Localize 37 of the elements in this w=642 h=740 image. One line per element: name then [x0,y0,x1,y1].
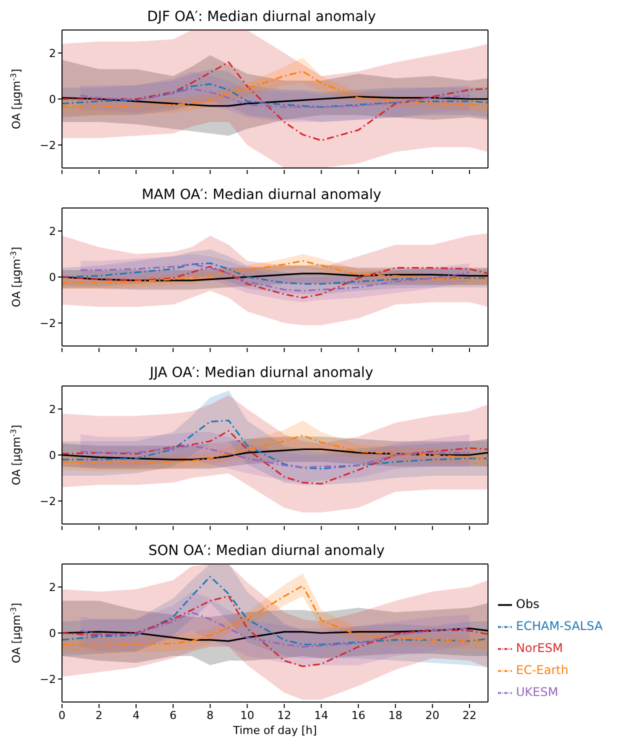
x-tick-label: 10 [240,709,254,722]
y-tick-label: −2 [40,316,56,330]
y-tick-label: −2 [40,138,56,152]
y-tick-label: 0 [49,448,56,462]
y-tick-label: 0 [49,92,56,106]
x-tick-label: 18 [388,709,402,722]
y-tick-label: 0 [49,270,56,284]
y-tick-label: −2 [40,494,56,508]
x-tick-label: 16 [351,709,366,722]
x-tick-label: 2 [96,709,103,722]
x-tick-label: 6 [170,709,177,722]
y-tick-label: 2 [49,402,56,416]
x-tick-label: 4 [132,709,140,722]
y-tick-label: 2 [49,224,56,238]
y-tick-label: 2 [49,46,56,60]
legend-label: ECHAM-SALSA [516,619,603,633]
y-tick-label: 2 [49,580,56,594]
line-series [80,445,470,468]
y-tick-label: −2 [40,672,56,686]
chart-title: DJF OA′: Median diurnal anomaly [146,8,377,26]
x-tick-label: 12 [277,709,292,722]
chart-title: SON OA′: Median diurnal anomaly [147,542,386,560]
line-series [80,88,470,108]
x-tick-label: 14 [314,709,328,722]
chart-title: JJA OA′: Median diurnal anomaly [148,364,374,382]
x-tick-label: 0 [58,709,66,722]
y-tick-label: 0 [49,626,56,640]
x-axis-title: Time of day [h] [232,724,317,737]
legend-label: EC-Earth [516,663,568,677]
chart-title: MAM OA′: Median diurnal anomaly [140,186,382,204]
legend-label: UKESM [516,685,558,699]
x-tick-label: 8 [206,709,214,722]
x-tick-label: 22 [462,709,476,722]
legend-label: Obs [516,597,540,611]
legend-label: NorESM [516,641,563,655]
x-tick-label: 20 [425,709,440,722]
line-series [80,264,470,292]
